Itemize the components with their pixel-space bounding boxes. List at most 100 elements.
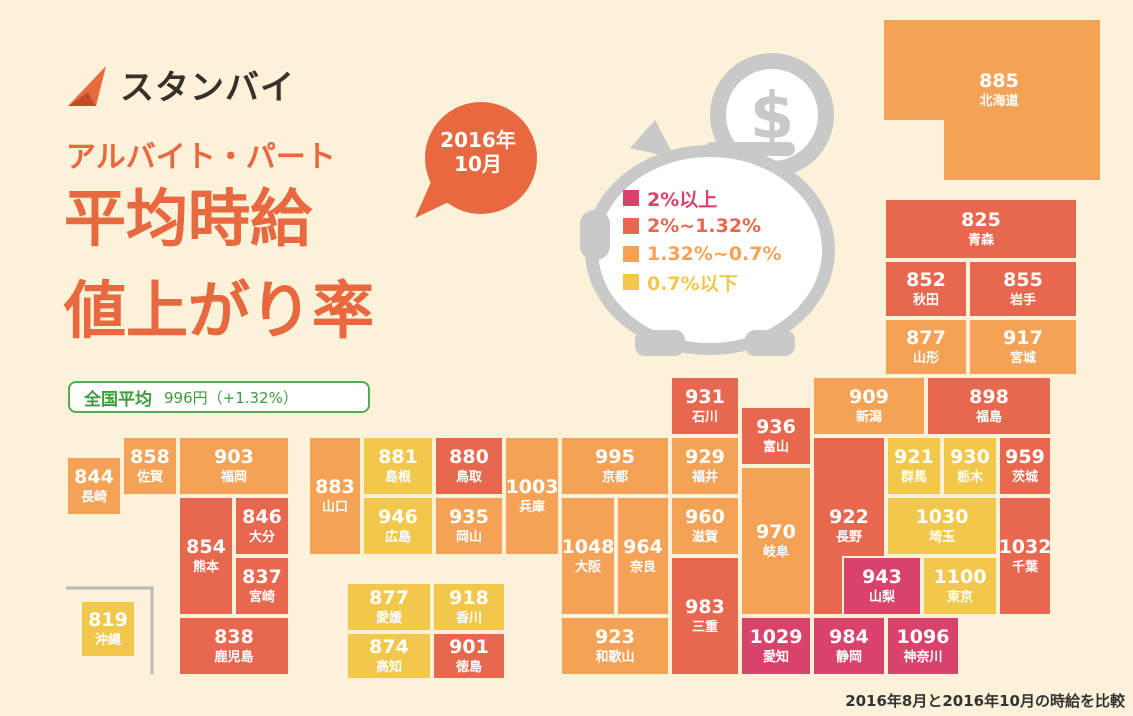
legend-label: 2%以上 (647, 188, 718, 211)
prefecture-value: 1029 (749, 625, 803, 648)
prefecture-value: 903 (214, 445, 254, 468)
prefecture-ibaraki: 959 茨城 (998, 436, 1052, 496)
prefecture-value: 964 (623, 535, 663, 558)
prefecture-oita: 846 大分 (234, 496, 290, 556)
prefecture-value: 880 (449, 445, 489, 468)
prefecture-name: 福岡 (220, 469, 247, 485)
prefecture-name: 長野 (835, 529, 862, 545)
legend-swatch-yellow (623, 274, 639, 290)
date-badge-bubble (415, 102, 537, 218)
prefecture-kanagawa: 1096 神奈川 (886, 616, 960, 676)
prefecture-okayama: 935 岡山 (434, 496, 504, 556)
prefecture-nara: 964 奈良 (616, 496, 670, 616)
prefecture-name: 福井 (691, 469, 718, 485)
prefecture-value: 922 (829, 505, 869, 528)
prefecture-name: 佐賀 (136, 469, 163, 485)
prefecture-value: 844 (74, 465, 114, 488)
prefecture-chiba: 1032 千葉 (998, 496, 1052, 616)
prefecture-name: 山口 (321, 499, 348, 515)
prefecture-value: 901 (449, 635, 489, 658)
piggy-bank-icon: $ (580, 53, 835, 356)
prefecture-iwate: 855 岩手 (968, 260, 1078, 318)
prefecture-value: 960 (685, 505, 725, 528)
prefecture-yamanashi: 943 山梨 (842, 556, 922, 616)
prefecture-name: 和歌山 (595, 649, 635, 665)
svg-text:$: $ (750, 80, 795, 154)
prefecture-value: 858 (130, 445, 170, 468)
prefecture-saga: 858 佐賀 (122, 436, 178, 496)
prefecture-name: 高知 (375, 659, 402, 675)
prefecture-value: 846 (242, 505, 282, 528)
prefecture-value: 946 (378, 505, 418, 528)
prefecture-niigata: 909 新潟 (812, 376, 926, 436)
subtitle: アルバイト・パート (66, 140, 336, 175)
prefecture-miyagi: 917 宮城 (968, 318, 1078, 376)
national-average-value: 996円（+1.32%） (164, 388, 298, 407)
prefecture-value: 931 (685, 385, 725, 408)
prefecture-value: 852 (906, 268, 946, 291)
prefecture-tokushima: 901 徳島 (432, 632, 506, 680)
prefecture-name: 神奈川 (903, 649, 943, 665)
prefecture-ishikawa: 931 石川 (670, 376, 740, 436)
hokkaido-shape (884, 20, 1100, 180)
prefecture-value: 898 (969, 385, 1009, 408)
brand-mark-icon (68, 65, 106, 106)
prefecture-yamagata: 877 山形 (884, 318, 968, 376)
brand-logo: スタンバイ (66, 60, 295, 109)
legend-label: 1.32%~0.7% (647, 243, 782, 265)
prefecture-value: 983 (685, 595, 725, 618)
prefecture-aichi: 1029 愛知 (740, 616, 812, 676)
prefecture-gifu: 970 岐阜 (740, 466, 812, 616)
prefecture-name: 山梨 (868, 589, 895, 605)
prefecture-name: 鹿児島 (214, 649, 254, 665)
prefecture-value: 1003 (505, 475, 559, 498)
prefecture-name: 愛知 (762, 649, 789, 665)
prefecture-name: 大分 (248, 529, 275, 545)
prefecture-hiroshima: 946 広島 (362, 496, 434, 556)
prefecture-kyoto: 995 京都 (560, 436, 670, 496)
prefecture-value: 1030 (915, 505, 969, 528)
title-line-2: 値上がり率 (64, 274, 375, 347)
prefecture-name: 茨城 (1011, 469, 1038, 485)
prefecture-kagoshima: 838 鹿児島 (178, 616, 290, 676)
prefecture-name: 群馬 (900, 469, 927, 485)
prefecture-name: 京都 (601, 469, 628, 485)
prefecture-value: 877 (906, 326, 946, 349)
prefecture-value: 995 (595, 445, 635, 468)
legend: 2%以上 2%~1.32% 1.32%~0.7% 0.7%以下 (623, 184, 782, 296)
prefecture-name: 徳島 (455, 659, 482, 675)
prefecture-name: 栃木 (956, 469, 983, 485)
prefecture-value: 943 (862, 565, 902, 588)
prefecture-osaka: 1048 大阪 (560, 496, 616, 616)
prefecture-ehime: 877 愛媛 (346, 582, 432, 632)
brand-name: スタンバイ (120, 68, 295, 108)
prefecture-value: 819 (88, 608, 128, 631)
prefecture-hokkaido: 885 北海道 (944, 62, 1054, 118)
prefecture-yamaguchi: 883 山口 (308, 436, 362, 556)
prefecture-fukushima: 898 福島 (926, 376, 1052, 436)
prefecture-name: 千葉 (1011, 559, 1038, 575)
legend-label: 2%~1.32% (647, 215, 762, 237)
okinawa-frame (66, 586, 154, 674)
badge-month: 10月 (454, 152, 502, 176)
national-average-label: 全国平均 (84, 389, 152, 410)
prefecture-value: 1096 (896, 625, 950, 648)
prefecture-value: 923 (595, 625, 635, 648)
prefecture-kumamoto: 854 熊本 (178, 496, 234, 616)
prefecture-name: 島根 (384, 469, 411, 485)
prefecture-value: 918 (449, 586, 489, 609)
legend-swatch-orange-red (623, 218, 639, 234)
prefecture-name: 静岡 (835, 649, 862, 665)
prefecture-value: 825 (961, 208, 1001, 231)
prefecture-okinawa: 819 沖縄 (80, 600, 136, 658)
prefecture-nagasaki: 844 長崎 (66, 456, 122, 516)
prefecture-value: 917 (1003, 326, 1043, 349)
footnote: 2016年8月と2016年10月の時給を比較 (845, 692, 1125, 710)
prefecture-value: 935 (449, 505, 489, 528)
legend-swatch-orange (623, 246, 639, 262)
prefecture-name: 鳥取 (455, 469, 482, 485)
badge-year: 2016年 (440, 128, 516, 152)
prefecture-name: 長崎 (80, 489, 107, 505)
legend-item: 2%以上 (623, 184, 782, 212)
prefecture-name: 新潟 (855, 409, 882, 425)
